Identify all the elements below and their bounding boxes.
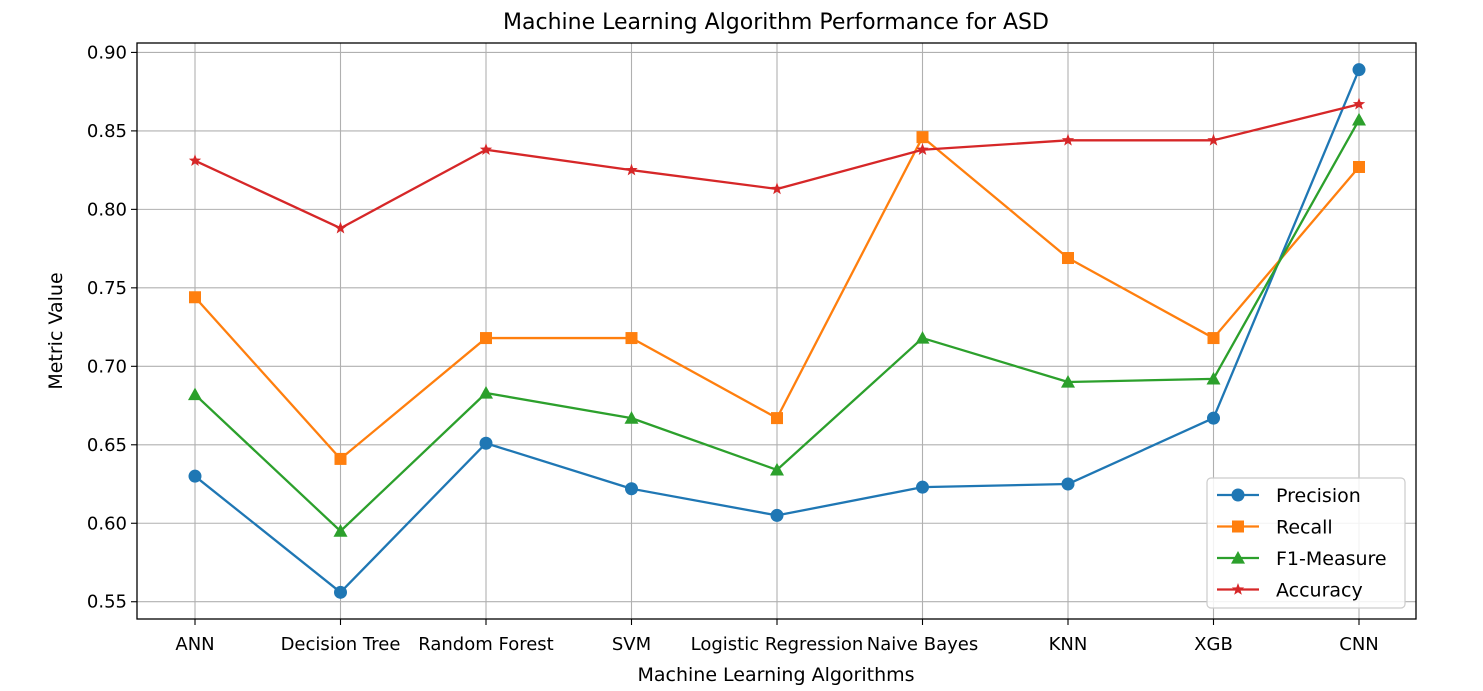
y-ticks: 0.55 0.60 0.65 0.70 0.75 0.80 0.85 0.90 [87,42,137,613]
y-tick-label: 0.70 [87,356,127,377]
legend-label-f1-measure: F1-Measure [1276,548,1387,570]
accuracy-point [916,143,929,155]
f1-measure-point [479,385,493,399]
series-accuracy [188,97,1366,234]
f1-measure-point [624,411,639,424]
recall-point [1207,332,1220,345]
y-tick-label: 0.75 [87,278,127,299]
x-ticks: ANN Decision Tree Random Forest SVM Logistic… [175,619,1379,655]
legend-label-precision: Precision [1276,485,1361,507]
recall-point [1062,252,1074,265]
x-tick-label: Random Forest [418,634,553,655]
y-tick-label: 0.85 [87,121,127,142]
y-tick-label: 0.55 [87,592,127,613]
x-tick-label: KNN [1049,634,1088,655]
accuracy-point [1207,133,1220,146]
legend-marker-f1-measure [1231,551,1245,564]
x-tick-label: Naive Bayes [867,634,978,655]
recall-point [625,332,638,345]
series-layer [188,63,1366,599]
accuracy-point [334,221,347,234]
precision-point [479,436,493,450]
f1-measure-point [1061,375,1075,388]
f1-measure-point [1352,112,1366,126]
accuracy-point [1061,133,1075,146]
f1-measure-point [1206,371,1221,385]
precision-point [770,508,784,522]
y-axis-title: Metric Value [45,272,67,389]
precision-point [188,469,202,483]
accuracy-point [479,143,493,155]
x-tick-label: XGB [1194,634,1233,655]
x-tick-label: SVM [612,634,651,655]
y-tick-label: 0.60 [87,513,127,534]
chart-title: Machine Learning Algorithm Performance f… [503,10,1049,35]
precision-point [1352,63,1366,77]
recall-point [189,291,201,304]
accuracy-point [188,154,202,166]
precision-point [334,585,347,599]
legend: Precision Recall F1-Measure Accuracy [1206,477,1406,609]
legend-box [1206,477,1406,609]
y-tick-label: 0.80 [87,199,127,220]
legend-marker-accuracy [1231,583,1245,595]
f1-measure-point [915,331,930,344]
f1-measure-point [188,387,202,401]
accuracy-point [1352,97,1366,110]
legend-marker-recall [1232,520,1244,533]
series-precision [188,63,1366,599]
accuracy-point [625,163,638,176]
x-axis-title: Machine Learning Algorithms [637,664,914,686]
recall-point [916,131,929,144]
recall-point [771,412,783,425]
precision-point [916,480,929,494]
y-tick-label: 0.90 [87,42,127,63]
recall-point [334,452,347,465]
precision-point [1207,411,1220,425]
recall-point [1353,160,1365,173]
precision-point [625,482,638,496]
x-tick-label: CNN [1339,634,1379,655]
x-tick-label: Decision Tree [281,634,401,655]
f1-measure-point [333,524,348,537]
accuracy-point [770,182,784,195]
x-tick-label: Logistic Regression [691,634,864,655]
legend-marker-precision [1231,488,1245,502]
recall-point [480,332,492,345]
y-tick-label: 0.65 [87,435,127,456]
legend-label-accuracy: Accuracy [1276,580,1363,602]
series-f1-measure [188,112,1366,537]
f1-measure-point [770,462,784,476]
precision-point [1061,477,1075,491]
legend-label-recall: Recall [1276,517,1333,539]
series-recall [189,131,1365,465]
x-tick-label: ANN [175,634,214,655]
